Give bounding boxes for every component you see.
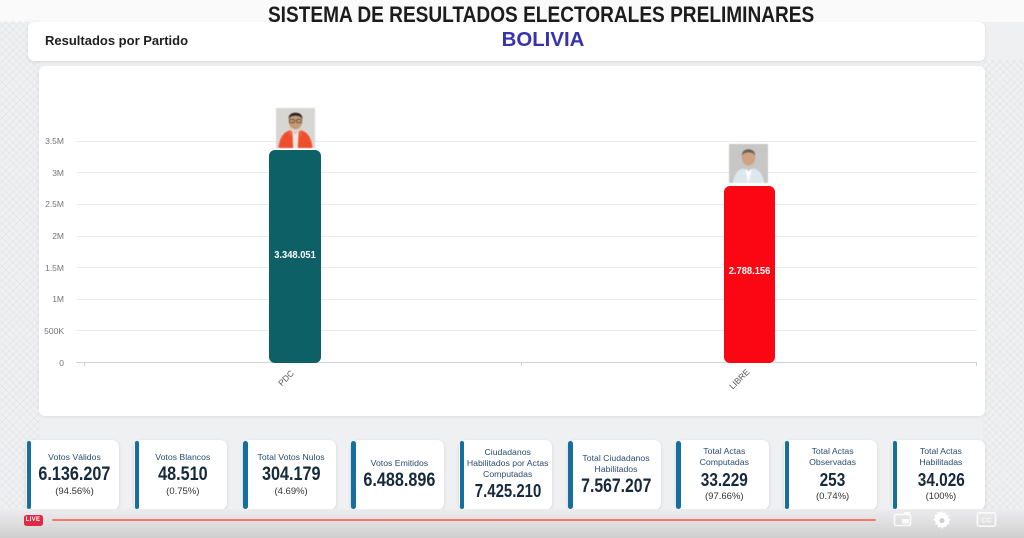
svg-text:CC: CC [981, 516, 991, 525]
